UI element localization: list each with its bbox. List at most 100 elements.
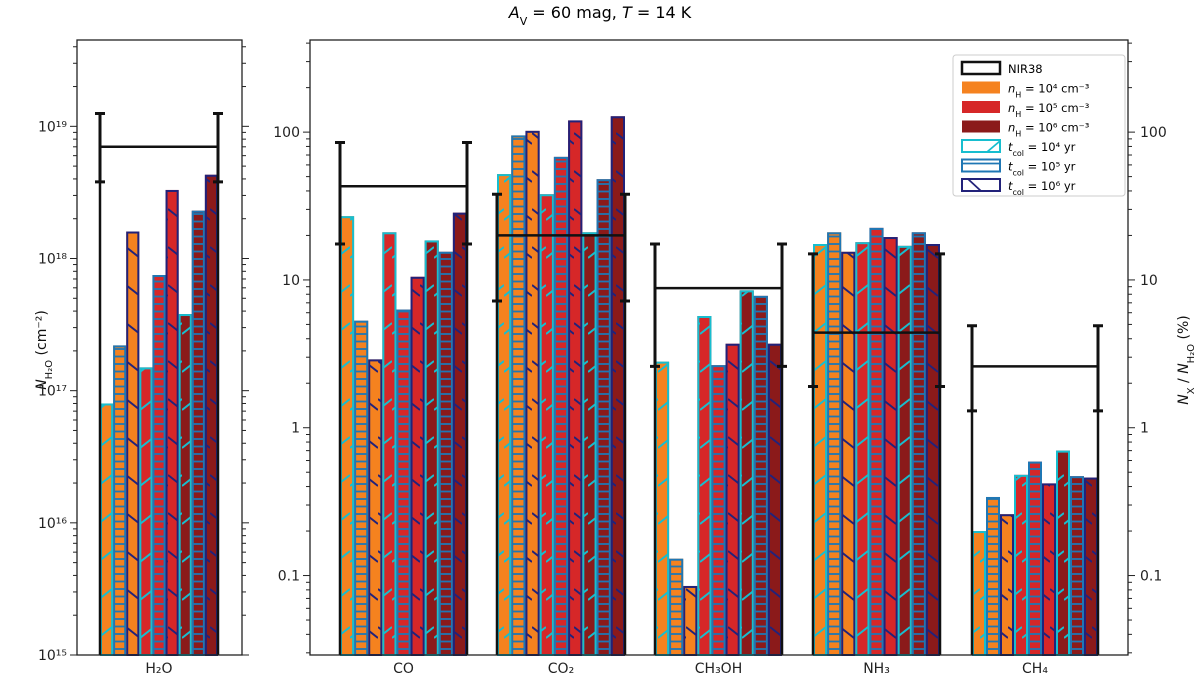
legend-label-value: = 10⁴ cm⁻³ <box>1021 82 1089 96</box>
y-tick-label: 10¹⁹ <box>38 119 67 135</box>
ylabel-unit: (%) <box>1176 315 1192 344</box>
chart-title: AV = 60 mag, T = 14 K <box>508 3 692 28</box>
nir38-bar <box>970 365 1100 655</box>
bar-hatch <box>725 343 740 656</box>
bar-hatch <box>113 345 127 656</box>
bar-hatch <box>340 216 355 656</box>
bar-hatch <box>911 232 926 656</box>
bar-hatch <box>452 212 467 656</box>
bar-hatch <box>1000 514 1014 656</box>
bar-hatch <box>191 210 205 656</box>
y-tick-label: 10¹⁶ <box>38 516 67 532</box>
legend-label-sub: col <box>1013 188 1025 197</box>
title-a-sub: V <box>520 15 528 28</box>
y-tick-label: 1 <box>291 421 300 437</box>
nir38-error-bar <box>492 192 502 303</box>
bar-hatch <box>697 316 712 656</box>
bar-hatch <box>596 179 611 656</box>
bar-hatch <box>152 275 166 656</box>
y-tick-label-right: 1 <box>1140 421 1149 437</box>
legend-item: nH = 10⁴ cm⁻³ <box>962 81 1090 99</box>
bar-hatch <box>497 174 512 657</box>
bar-hatch <box>539 194 554 656</box>
bar-hatch <box>813 244 828 656</box>
bar-hatch <box>855 242 870 656</box>
nir38-error-bar <box>213 112 223 184</box>
y-tick-label-right: 10 <box>1140 273 1158 289</box>
panel-right: CO CO₂ CH₃OH NH₃ CH₄ 0.1 0.1 1 1 10 10 100 100 <box>273 39 1167 677</box>
legend-label: tcol = 10⁵ yr <box>1008 160 1076 178</box>
bar-hatch <box>683 585 698 657</box>
legend-label: tcol = 10⁶ yr <box>1008 179 1076 197</box>
legend-label-value: = 10⁶ cm⁻³ <box>1021 121 1089 135</box>
legend-item: nH = 10⁵ cm⁻³ <box>962 101 1090 119</box>
bar-hatch <box>525 130 540 657</box>
bar-hatch <box>204 174 218 656</box>
legend-item: NIR38 <box>960 60 1043 76</box>
legend-label-value: = 10⁵ yr <box>1024 160 1076 174</box>
legend-label-value: = 10⁵ cm⁻³ <box>1021 101 1089 115</box>
legend-swatch-time <box>961 178 1001 192</box>
legend-label-sub: col <box>1013 149 1025 158</box>
legend-swatch-density <box>962 120 1000 133</box>
legend-hatch <box>986 140 1001 153</box>
legend-swatch-density <box>962 81 1000 94</box>
bar-hatch <box>511 135 526 656</box>
legend-hatch <box>967 178 982 192</box>
ylabel-n: N <box>1176 394 1192 405</box>
legend-label: nH = 10⁶ cm⁻³ <box>1008 121 1090 139</box>
y-tick-label: 10¹⁸ <box>38 251 67 267</box>
legend-item: nH = 10⁶ cm⁻³ <box>962 120 1090 139</box>
y-tick-label: 10¹⁷ <box>38 384 67 400</box>
bar-hatch <box>869 227 884 656</box>
bar-hatch <box>1028 461 1042 656</box>
title-t: T <box>622 3 633 22</box>
bar-hatch <box>568 120 583 656</box>
legend-label-value: = 10⁴ yr <box>1024 140 1076 154</box>
y-tick-label: 0.1 <box>278 569 300 585</box>
bar-hatch <box>841 251 856 656</box>
ylabel-sep: / <box>1176 374 1192 388</box>
legend-swatch-density <box>962 101 1000 113</box>
legend-label-sub: H <box>1015 129 1021 138</box>
bar-hatch <box>396 309 411 656</box>
bar-hatch <box>424 240 439 656</box>
ylabel-sub: H₂O <box>44 360 55 380</box>
bar-hatch <box>165 189 179 656</box>
bar-hatch <box>986 496 1000 657</box>
legend-label: nH = 10⁵ cm⁻³ <box>1008 101 1090 119</box>
title-end: = 14 K <box>632 3 692 22</box>
x-tick-label: CO <box>393 661 414 677</box>
nir38-bar <box>653 286 784 655</box>
ylabel-unit: (cm⁻²) <box>34 310 50 360</box>
y-tick-label: 10 <box>282 273 300 289</box>
nir38-error-bar <box>808 252 818 389</box>
x-tick-label: NH₃ <box>863 661 890 677</box>
legend-item: tcol = 10⁵ yr <box>961 158 1076 178</box>
bar-hatch <box>582 232 597 656</box>
legend-label-var: t <box>1008 179 1013 193</box>
nir38-bar <box>98 145 220 655</box>
bar-hatch <box>1056 450 1070 656</box>
bar-hatch <box>925 244 941 656</box>
bar-hatch <box>883 237 898 656</box>
y-tick-label: 10¹⁵ <box>38 648 67 664</box>
nir38-error-bar <box>935 252 945 389</box>
ylabel-n: N <box>34 379 50 390</box>
y-tick-label-right: 0.1 <box>1140 569 1162 585</box>
legend-label-sub: H <box>1015 90 1021 99</box>
legend-label-sub: H <box>1015 110 1021 119</box>
nir38-error-bar <box>650 242 660 368</box>
nir38-error-bar <box>1093 324 1103 413</box>
bar-hatch <box>368 359 383 656</box>
bar-hatch <box>972 531 986 657</box>
legend-label: NIR38 <box>1008 62 1043 76</box>
nir38-error-bar <box>967 324 977 413</box>
nir38-error-bar <box>95 112 105 184</box>
legend-label-var: t <box>1008 160 1013 174</box>
legend-swatch-nir38 <box>960 60 1002 76</box>
legend-label-var: t <box>1008 140 1013 154</box>
nir38-error-bar <box>777 242 787 368</box>
panel-left: H₂O 10¹⁵ 10¹⁶ 10¹⁷ 10¹⁸ 10¹⁹ <box>38 39 249 677</box>
